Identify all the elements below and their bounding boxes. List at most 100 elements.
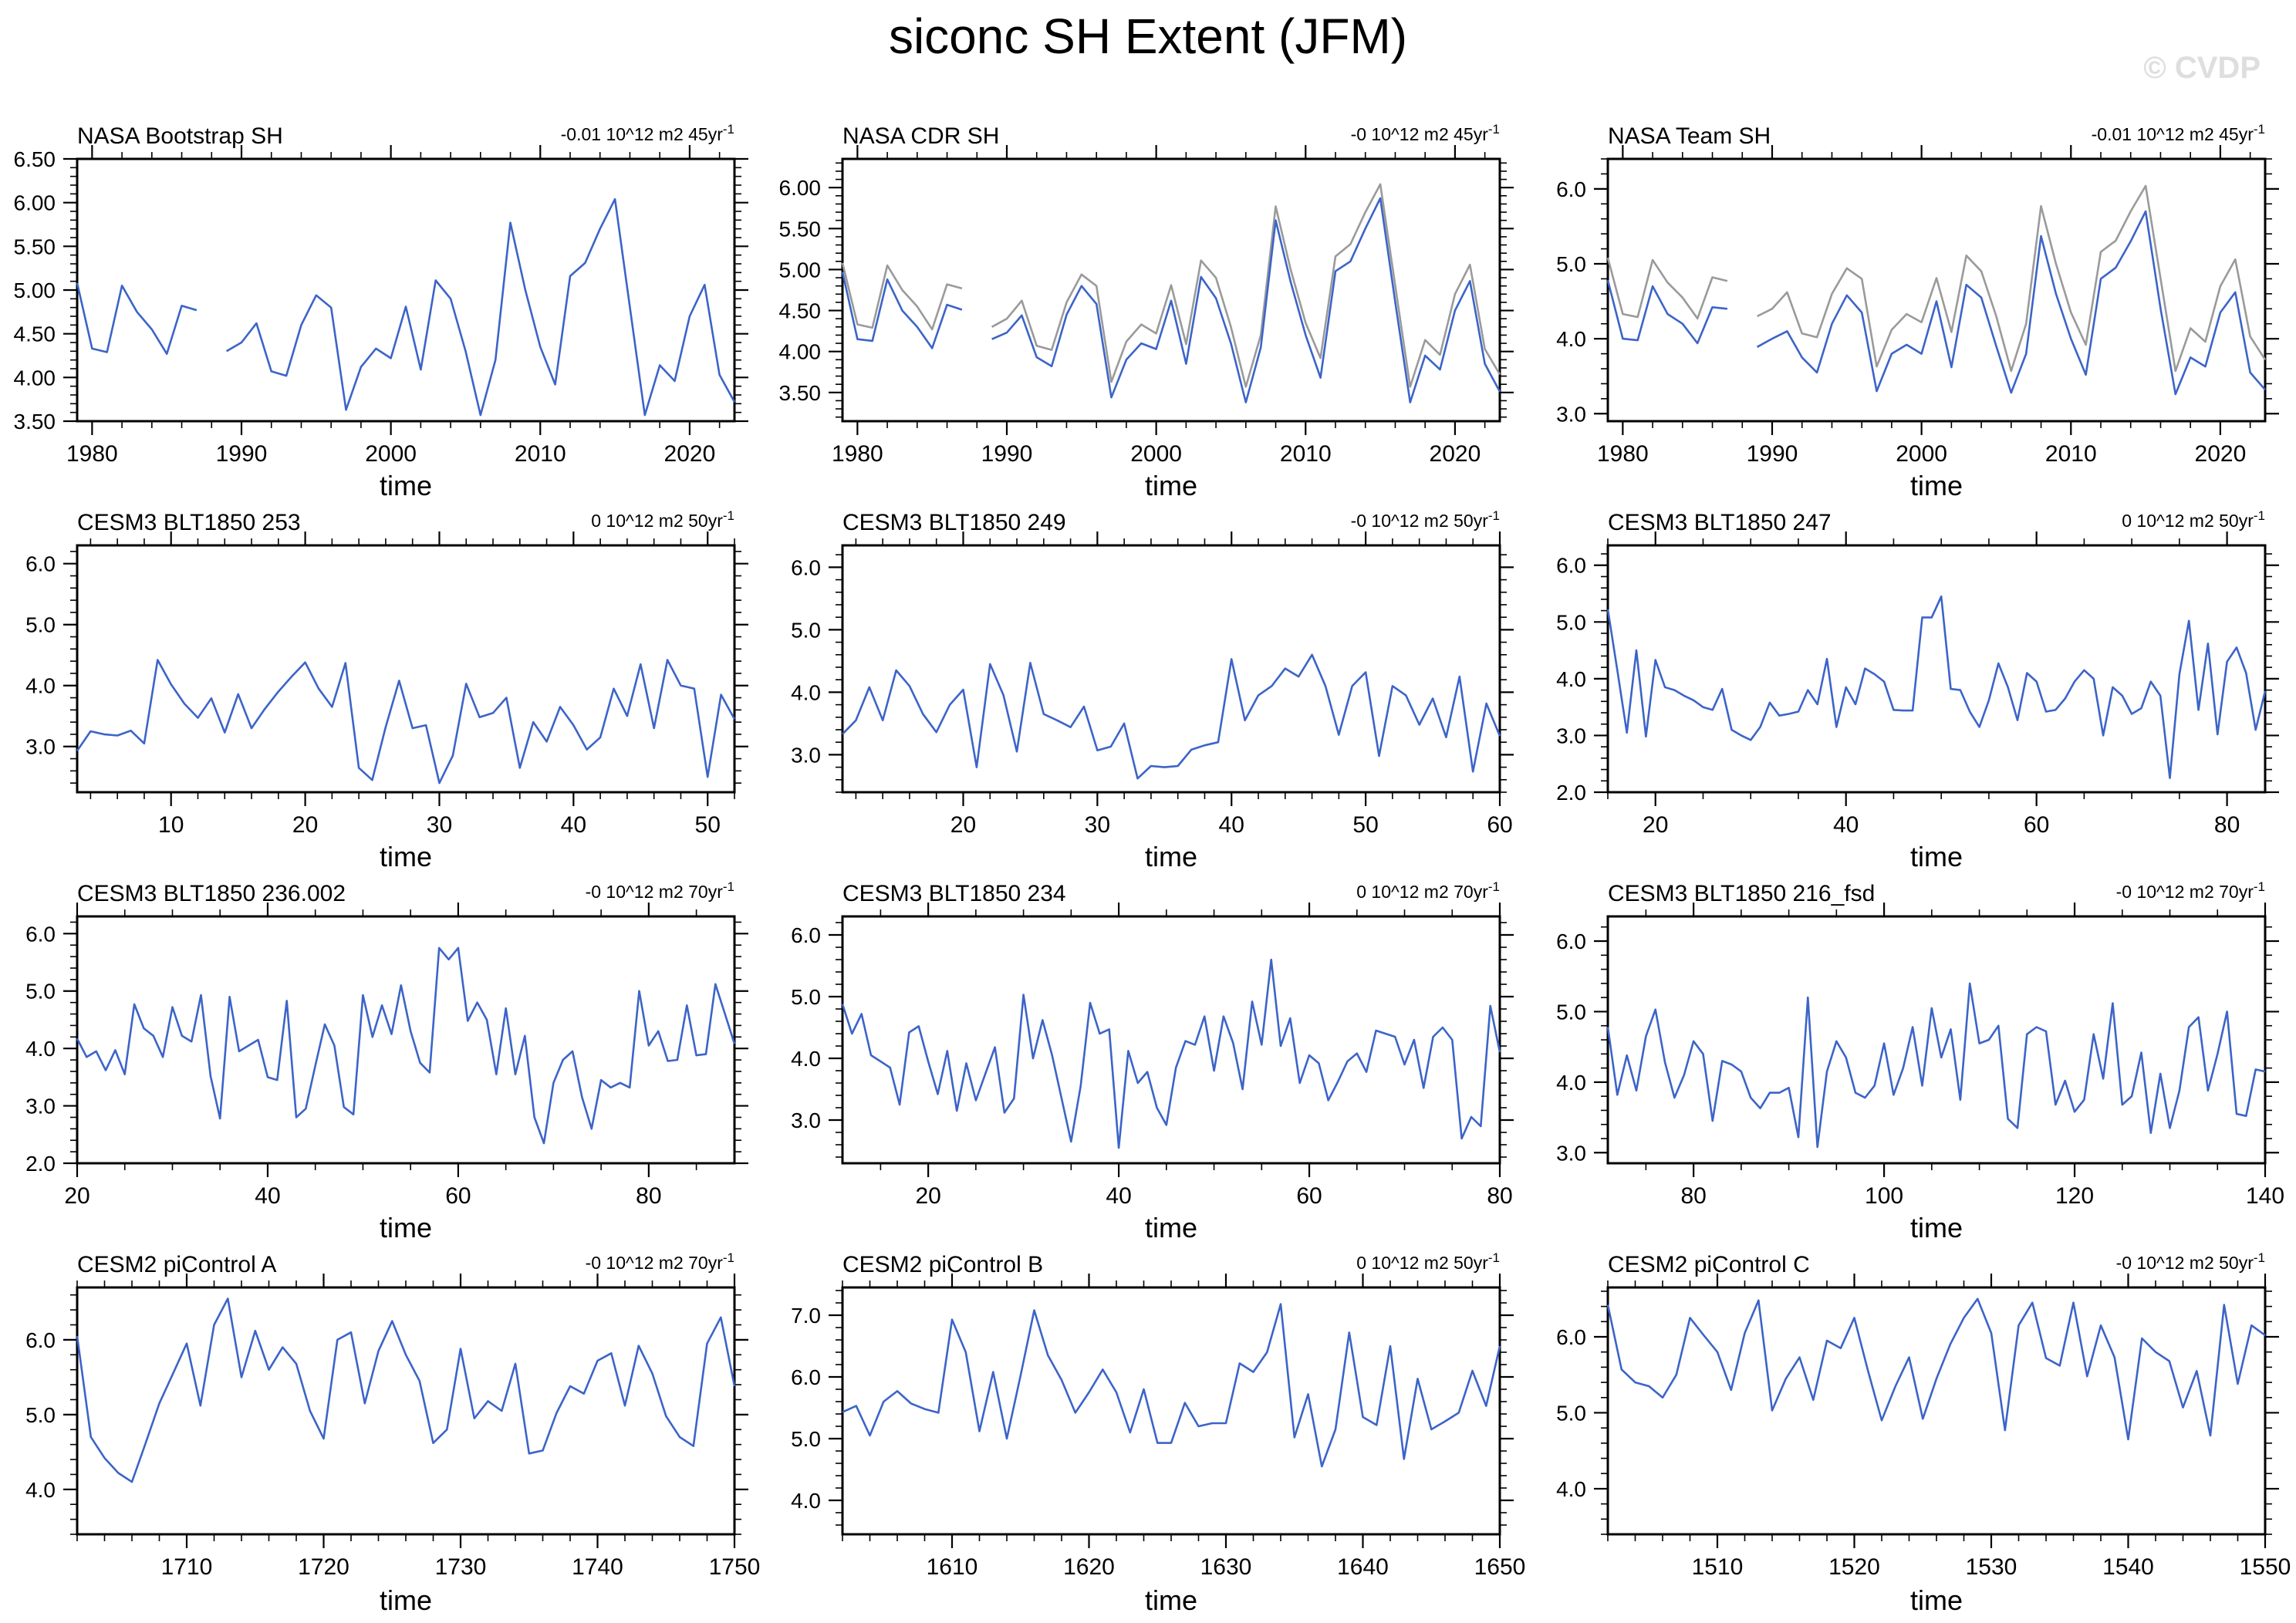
y-tick-label: 6.0	[791, 555, 821, 579]
y-tick-label: 6.0	[25, 552, 56, 576]
chart-panel-3: 1980 1990 2000 2010 2020 3.0 4.0 5.0 6.0 NASA Tea…	[1531, 110, 2296, 501]
x-tick-label: 1990	[216, 441, 268, 467]
x-tick-label: 120	[2055, 1183, 2094, 1209]
plot-frame	[76, 157, 736, 423]
chart-svg: 20 40 60 80 2.0 3.0 4.0 5.0 6.0 CESM3 BLT1850 247…	[1556, 508, 2279, 872]
x-tick-label: 140	[2246, 1183, 2284, 1209]
trend-label: -0 10^12 m2 70yr-1	[586, 1250, 734, 1273]
x-tick-label: 20	[950, 812, 976, 838]
panel-title: CESM3 BLT1850 234	[842, 881, 1066, 906]
panel-title: CESM2 piControl A	[77, 1252, 276, 1277]
y-tick-label: 2.0	[1556, 781, 1586, 805]
x-tick-label: 1980	[1597, 441, 1649, 467]
chart-svg: 1980 1990 2000 2010 2020 3.50 4.00 4.50 5.00 5.50…	[779, 122, 1514, 501]
y-tick-label: 4.0	[25, 1478, 56, 1502]
series-line-blue	[1606, 982, 2266, 1149]
x-tick-label: 2020	[2195, 441, 2247, 467]
x-tick-label: 1990	[1747, 441, 1798, 467]
plot-frame	[841, 544, 1501, 794]
series-line-blue	[842, 1303, 1501, 1468]
chart-panel-4: 10 20 30 40 50 3.0 4.0 5.0 6.0 CESM3 BLT1850 253 0…	[0, 499, 765, 872]
y-tick-label: 6.0	[1556, 930, 1586, 953]
chart-svg: 20 40 60 80 3.0 4.0 5.0 6.0 CESM3 BLT1850 234 0 1…	[791, 879, 1514, 1243]
y-tick-label: 5.0	[791, 1427, 821, 1451]
chart-svg: 1980 1990 2000 2010 2020 3.50 4.00 4.50 5.00 5.50…	[14, 122, 748, 501]
y-tick-label: 6.0	[791, 1365, 821, 1389]
x-axis-label: time	[380, 1584, 432, 1616]
series-line-blue	[76, 1297, 736, 1483]
y-tick-label: 3.50	[14, 410, 56, 434]
series-line-blue	[842, 653, 1501, 780]
y-tick-label: 3.0	[791, 743, 821, 767]
x-tick-label: 60	[1487, 812, 1512, 838]
x-tick-label: 20	[292, 812, 318, 838]
x-tick-label: 2020	[664, 441, 716, 467]
y-tick-label: 5.0	[791, 985, 821, 1009]
y-tick-label: 5.0	[1556, 1000, 1586, 1024]
x-tick-label: 2020	[1430, 441, 1481, 467]
x-tick-label: 40	[1106, 1183, 1131, 1209]
chart-svg: 1980 1990 2000 2010 2020 3.0 4.0 5.0 6.0 NASA Tea…	[1556, 122, 2279, 501]
x-tick-label: 2010	[1280, 441, 1332, 467]
chart-svg: 1610 1620 1630 1640 1650 4.0 5.0 6.0 7.0 CESM2 pi…	[791, 1250, 1525, 1616]
x-tick-label: 100	[1865, 1183, 1903, 1209]
panel-title: CESM3 BLT1850 253	[77, 510, 301, 535]
x-axis-label: time	[1910, 470, 1963, 499]
plot-frame	[76, 544, 736, 794]
plot-frame	[841, 157, 1501, 423]
x-tick-label: 80	[1487, 1183, 1512, 1209]
plot-frame	[841, 1286, 1501, 1536]
y-tick-label: 5.50	[779, 217, 822, 241]
x-tick-label: 2010	[515, 441, 566, 467]
trend-label: -0 10^12 m2 70yr-1	[586, 879, 734, 902]
y-tick-label: 5.0	[25, 1403, 56, 1427]
trend-label: -0.01 10^12 m2 45yr-1	[561, 122, 734, 144]
trend-label: 0 10^12 m2 70yr-1	[1356, 879, 1500, 902]
chart-panel-5: 20 30 40 50 60 3.0 4.0 5.0 6.0 CESM3 BLT1850 249 -…	[765, 499, 1531, 872]
y-tick-label: 4.0	[791, 680, 821, 704]
y-tick-label: 3.0	[791, 1108, 821, 1132]
chart-panel-8: 20 40 60 80 3.0 4.0 5.0 6.0 CESM3 BLT1850 234 0 1…	[765, 870, 1531, 1243]
x-tick-label: 40	[1219, 812, 1244, 838]
x-tick-label: 1550	[2240, 1554, 2291, 1580]
y-tick-label: 4.0	[1556, 1071, 1586, 1095]
x-tick-label: 1740	[572, 1554, 623, 1580]
plot-frame	[1606, 915, 2267, 1165]
x-tick-label: 50	[695, 812, 721, 838]
x-tick-label: 1640	[1337, 1554, 1389, 1580]
chart-svg: 1710 1720 1730 1740 1750 4.0 5.0 6.0 CESM2 piCon…	[25, 1250, 761, 1616]
x-axis-label: time	[1145, 470, 1197, 499]
y-tick-label: 5.50	[14, 235, 56, 258]
panel-title: NASA Team SH	[1608, 123, 1771, 149]
x-tick-label: 20	[915, 1183, 940, 1209]
x-tick-label: 2000	[1896, 441, 1947, 467]
x-tick-label: 1610	[927, 1554, 978, 1580]
chart-panel-9: 80 100 120 140 3.0 4.0 5.0 6.0 CESM3 BLT1850 216…	[1531, 870, 2296, 1243]
x-tick-label: 1630	[1200, 1554, 1252, 1580]
y-tick-label: 4.0	[1556, 667, 1586, 691]
x-tick-label: 1750	[709, 1554, 761, 1580]
plot-frame	[76, 915, 736, 1165]
plot-frame	[1606, 157, 2267, 423]
y-tick-label: 4.50	[14, 322, 56, 346]
chart-svg: 1510 1520 1530 1540 1550 4.0 5.0 6.0 CESM2 piCon…	[1556, 1250, 2291, 1616]
series-line-blue	[1606, 595, 2267, 779]
series-line-blue	[76, 946, 736, 1145]
plot-frame	[841, 915, 1501, 1165]
x-tick-label: 20	[64, 1183, 89, 1209]
trend-label: 0 10^12 m2 50yr-1	[2122, 508, 2265, 531]
x-axis-label: time	[1145, 1584, 1197, 1616]
figure-title: siconc SH Extent (JFM)	[888, 8, 1408, 64]
x-tick-label: 2000	[365, 441, 417, 467]
y-tick-label: 6.50	[14, 147, 56, 171]
y-tick-label: 3.0	[25, 1095, 56, 1119]
y-tick-label: 4.0	[1556, 327, 1586, 351]
x-tick-label: 10	[158, 812, 184, 838]
y-tick-label: 4.50	[779, 299, 822, 323]
trend-label: 0 10^12 m2 50yr-1	[1356, 1250, 1500, 1273]
y-tick-label: 5.0	[791, 618, 821, 642]
x-tick-label: 1730	[435, 1554, 487, 1580]
x-tick-label: 1720	[298, 1554, 349, 1580]
x-tick-label: 80	[2214, 812, 2240, 838]
panel-title: CESM3 BLT1850 236.002	[77, 881, 346, 906]
